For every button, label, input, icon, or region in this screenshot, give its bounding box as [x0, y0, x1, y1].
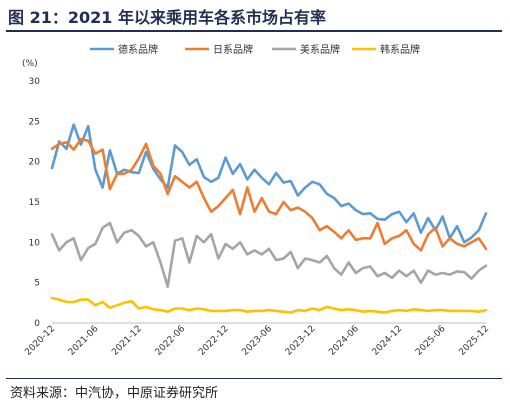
series-line-0	[50, 123, 488, 244]
x-tick-label-2021-12: 2021-12	[110, 324, 144, 358]
y-tick-label-10: 10	[29, 238, 41, 248]
figure-title: 图 21：2021 年以来乘用车各系市场占有率	[8, 8, 326, 27]
title-rule	[6, 30, 502, 32]
legend-label-2: 美系品牌	[300, 43, 340, 56]
x-tick-label-2022-12: 2022-12	[197, 324, 231, 358]
y-axis-unit: (%)	[22, 59, 38, 69]
series-line-1	[50, 137, 488, 252]
x-tick-label-2025-12: 2025-12	[457, 324, 491, 358]
y-tick-label-30: 30	[29, 77, 41, 87]
y-tick-label-20: 20	[29, 158, 41, 168]
source-note: 资料来源：中汽协，中原证券研究所	[10, 386, 219, 401]
y-tick-label-5: 5	[34, 279, 40, 289]
source-rule	[6, 378, 502, 379]
series-line-2	[50, 221, 488, 289]
line-chart: (%) 0 5 10 15 20 25 30 2020-12 2021-06 2021-12 2022…	[22, 43, 491, 358]
x-tick-label-2023-12: 2023-12	[284, 324, 318, 358]
x-tick-label-2024-12: 2024-12	[371, 324, 405, 358]
x-tick-label-2025-06: 2025-06	[414, 324, 448, 358]
y-tick-label-15: 15	[29, 198, 40, 208]
legend-label-0: 德系品牌	[118, 43, 158, 56]
y-tick-label-0: 0	[34, 319, 40, 329]
x-tick-label-2021-06: 2021-06	[67, 324, 101, 358]
x-tick-label-2024-06: 2024-06	[327, 324, 361, 358]
x-tick-label-2023-06: 2023-06	[240, 324, 274, 358]
y-tick-label-25: 25	[29, 117, 40, 127]
series-line-3	[50, 296, 488, 314]
legend-label-1: 日系品牌	[213, 43, 253, 56]
legend-label-3: 韩系品牌	[380, 43, 420, 56]
x-tick-label-2020-12: 2020-12	[23, 324, 57, 358]
x-tick-label-2022-06: 2022-06	[154, 324, 188, 358]
